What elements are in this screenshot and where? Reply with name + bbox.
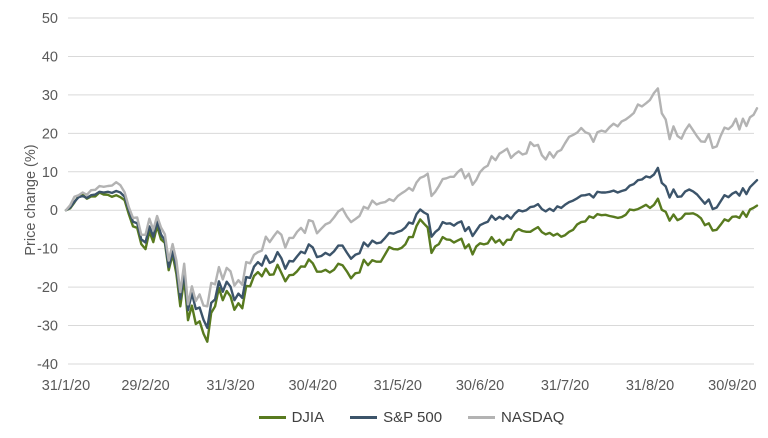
y-tick-label: 30 <box>42 88 58 104</box>
x-tick-label: 29/2/20 <box>121 378 169 394</box>
legend-item-nasdaq: NASDAQ <box>468 410 564 425</box>
y-tick-label: -40 <box>37 357 58 373</box>
x-tick-label: 31/7/20 <box>541 378 589 394</box>
y-tick-label: -10 <box>37 242 58 258</box>
x-tick-label: 31/3/20 <box>206 378 254 394</box>
legend-swatch <box>258 415 286 419</box>
series-line-s-p-500 <box>64 166 759 330</box>
y-tick-label: -20 <box>37 280 58 296</box>
series-line-nasdaq <box>64 87 759 308</box>
x-tick-label: 30/6/20 <box>456 378 504 394</box>
legend-label: DJIA <box>291 408 325 426</box>
x-tick-label: 30/9/20 <box>708 378 756 394</box>
x-tick-label: 31/5/20 <box>374 378 422 394</box>
chart-legend: DJIA S&P 500 NASDAQ <box>66 407 757 427</box>
legend-label: S&P 500 <box>383 408 443 426</box>
y-tick-label: 40 <box>42 49 58 65</box>
y-axis-title: Price change (%) <box>23 144 39 255</box>
y-tick-label: 50 <box>42 11 58 27</box>
legend-item-sp500: S&P 500 <box>350 410 442 425</box>
y-tick-label: 10 <box>42 165 58 181</box>
legend-item-djia: DJIA <box>258 408 325 426</box>
x-tick-label: 30/4/20 <box>289 378 337 394</box>
x-tick-label: 31/1/20 <box>42 378 90 394</box>
y-tick-label: 20 <box>42 126 58 142</box>
x-tick-label: 31/8/20 <box>626 378 674 394</box>
legend-swatch <box>350 415 378 419</box>
legend-label: NASDAQ <box>501 408 565 426</box>
y-tick-label: -30 <box>37 319 58 335</box>
legend-swatch <box>468 415 496 419</box>
y-tick-label: 0 <box>50 203 58 219</box>
